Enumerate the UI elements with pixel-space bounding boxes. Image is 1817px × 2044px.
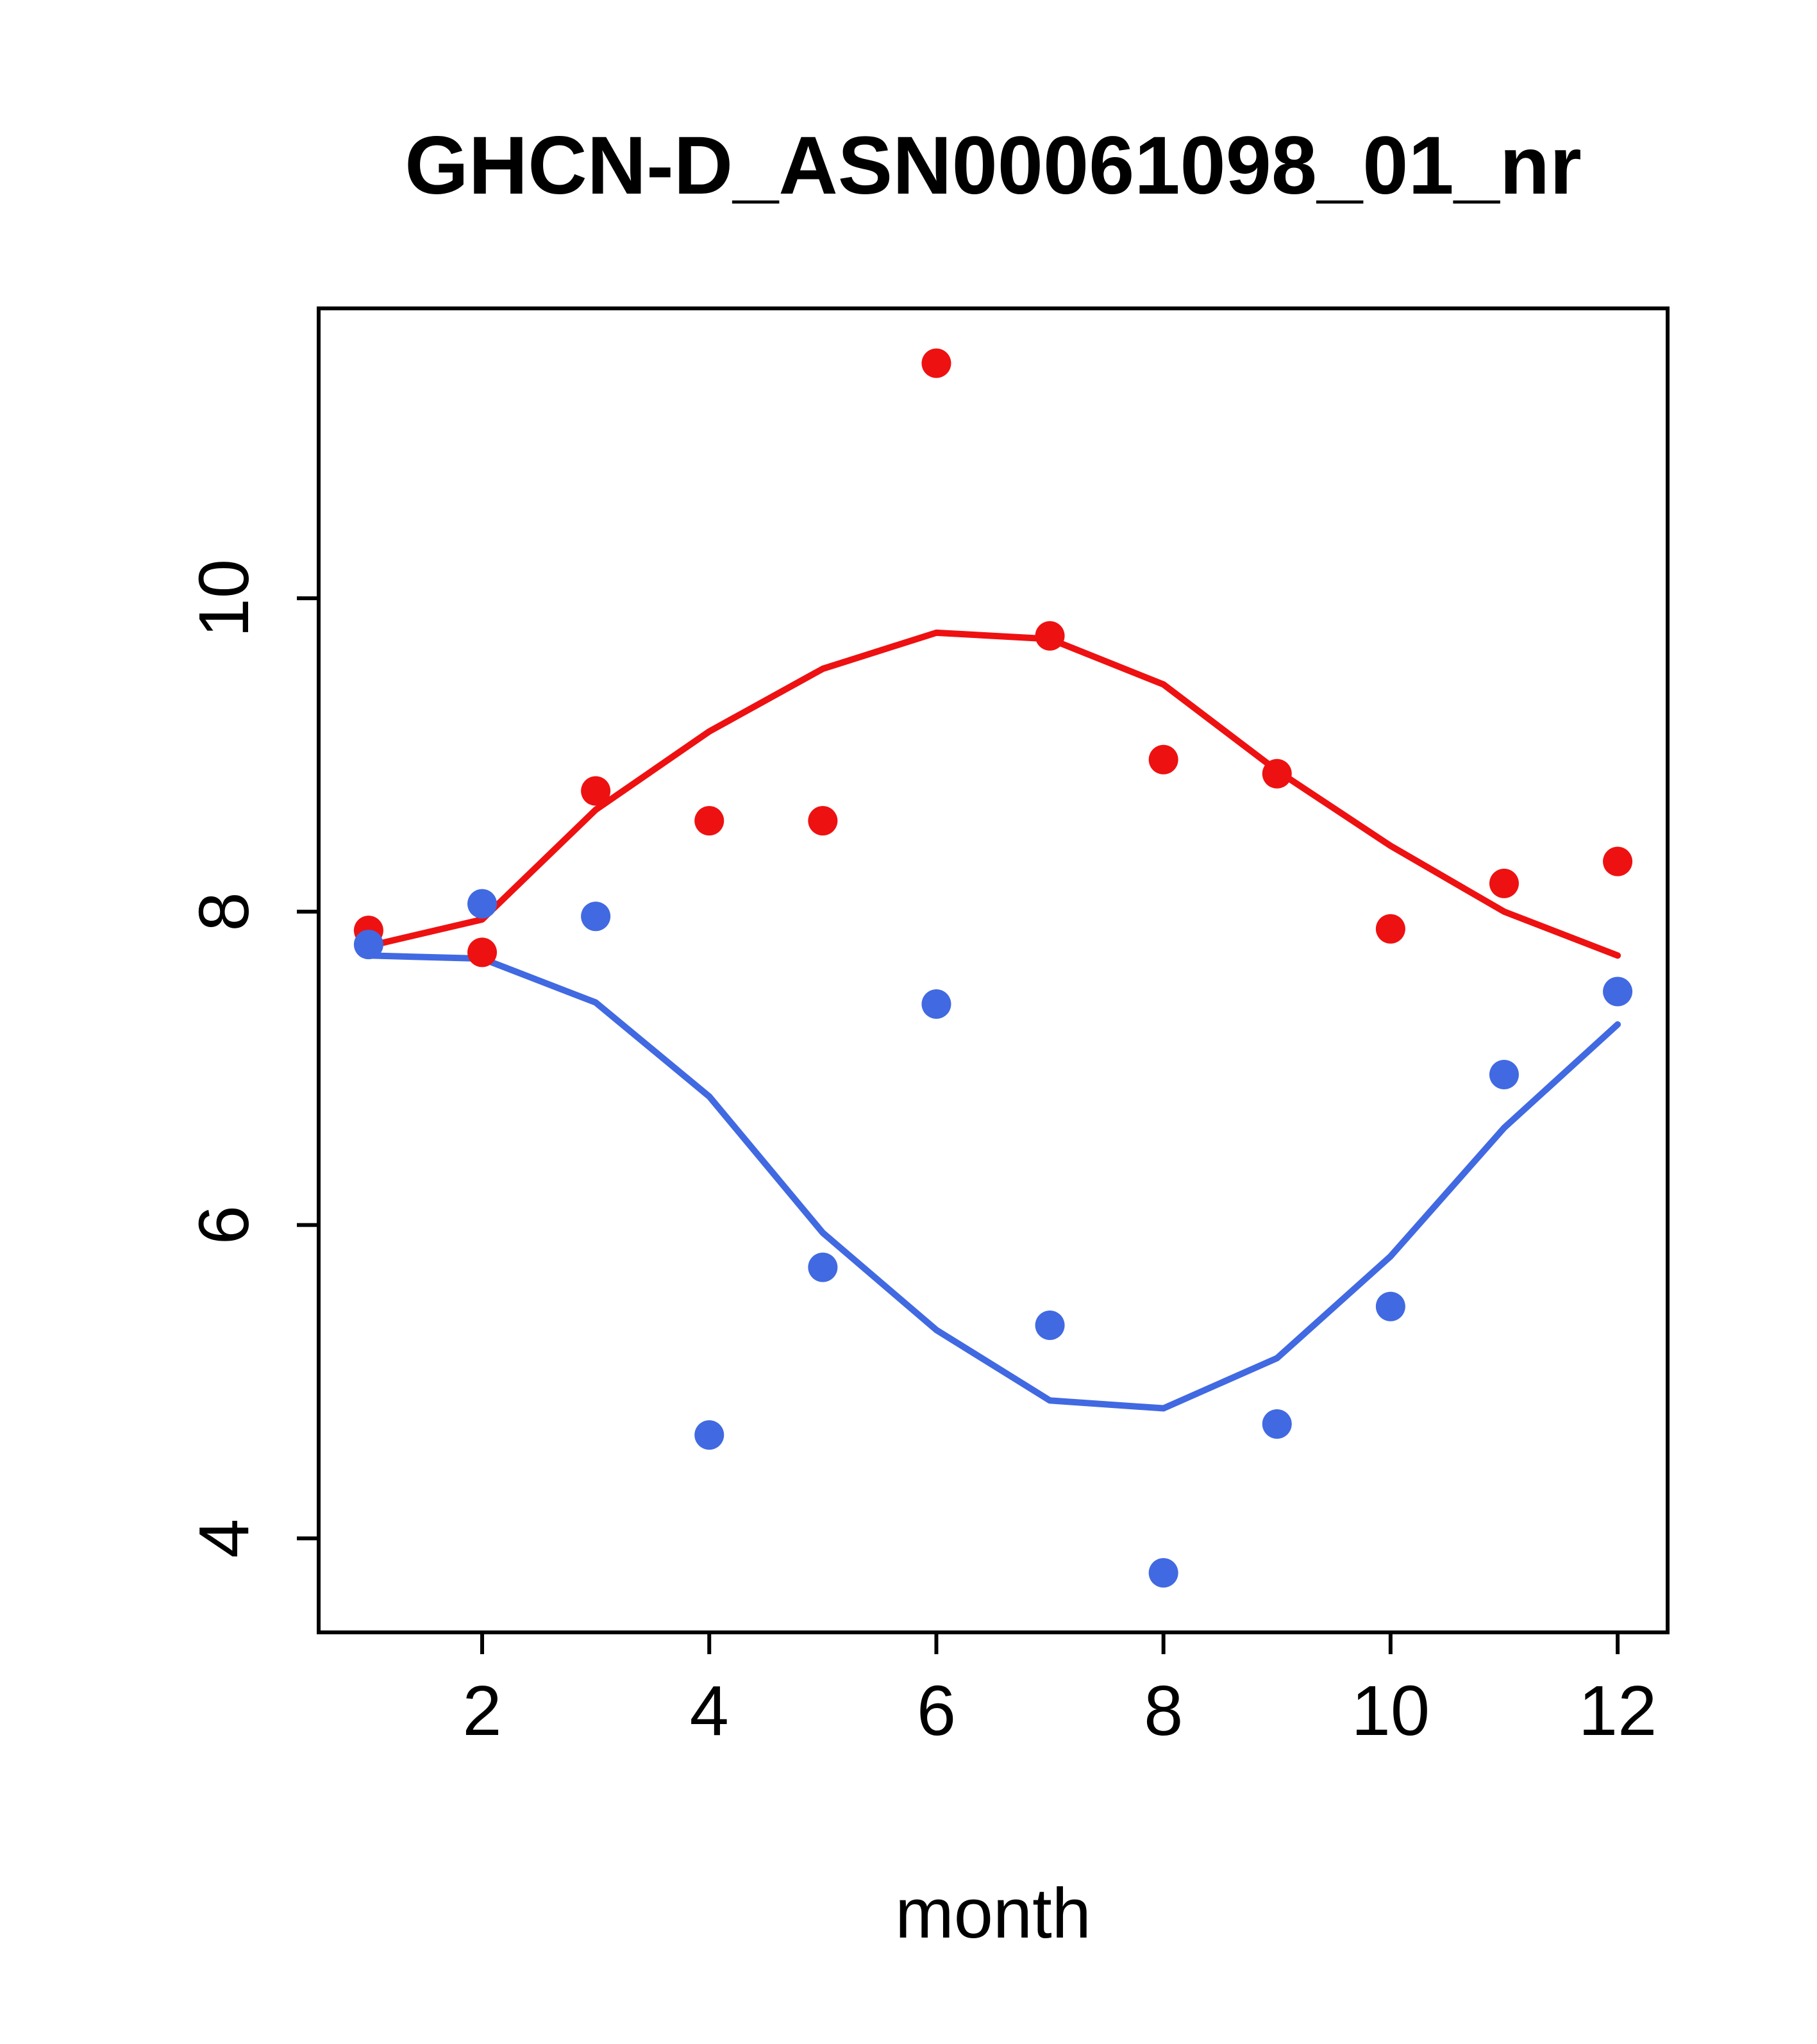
x-tick-label: 2 — [462, 1671, 501, 1750]
blue-points-marker — [467, 889, 498, 919]
red-points-marker — [808, 806, 838, 836]
x-tick-label: 4 — [690, 1671, 729, 1750]
red-trend-line — [365, 629, 1621, 959]
blue-points-marker — [1375, 1291, 1405, 1321]
chart-title: GHCN-D_ASN00061098_01_nr — [405, 120, 1582, 212]
blue-points-marker — [353, 930, 383, 960]
y-tick-label: 6 — [185, 1205, 264, 1244]
red-points-marker — [694, 806, 724, 836]
blue-points-marker — [1603, 976, 1633, 1007]
red-points-marker — [1375, 914, 1405, 944]
red-points-marker — [1262, 758, 1292, 789]
red-points-marker — [1603, 846, 1633, 876]
blue-points-marker — [1035, 1311, 1065, 1341]
x-tick-label: 12 — [1578, 1671, 1657, 1750]
red-points-marker — [921, 348, 951, 378]
blue-points-marker — [921, 989, 951, 1019]
x-axis-label: month — [895, 1874, 1091, 1953]
y-tick-label: 4 — [185, 1519, 264, 1558]
red-points-marker — [581, 776, 611, 806]
blue-points-marker — [694, 1420, 724, 1450]
y-tick-label: 8 — [185, 892, 264, 931]
blue-points-marker — [1489, 1060, 1519, 1090]
plot-border — [317, 306, 1670, 1634]
blue-trend-line — [365, 952, 1621, 1412]
red-points-marker — [1035, 621, 1065, 651]
x-tick-label: 6 — [917, 1671, 956, 1750]
red-points-marker — [1148, 744, 1178, 775]
red-points-marker — [467, 937, 498, 968]
y-tick-label: 10 — [185, 559, 264, 637]
blue-points-marker — [1148, 1558, 1178, 1588]
x-tick-label: 10 — [1352, 1671, 1430, 1750]
blue-points-marker — [1262, 1409, 1292, 1439]
blue-points-marker — [581, 901, 611, 932]
blue-points-marker — [808, 1252, 838, 1282]
red-points-marker — [1489, 868, 1519, 898]
x-tick-label: 8 — [1144, 1671, 1183, 1750]
